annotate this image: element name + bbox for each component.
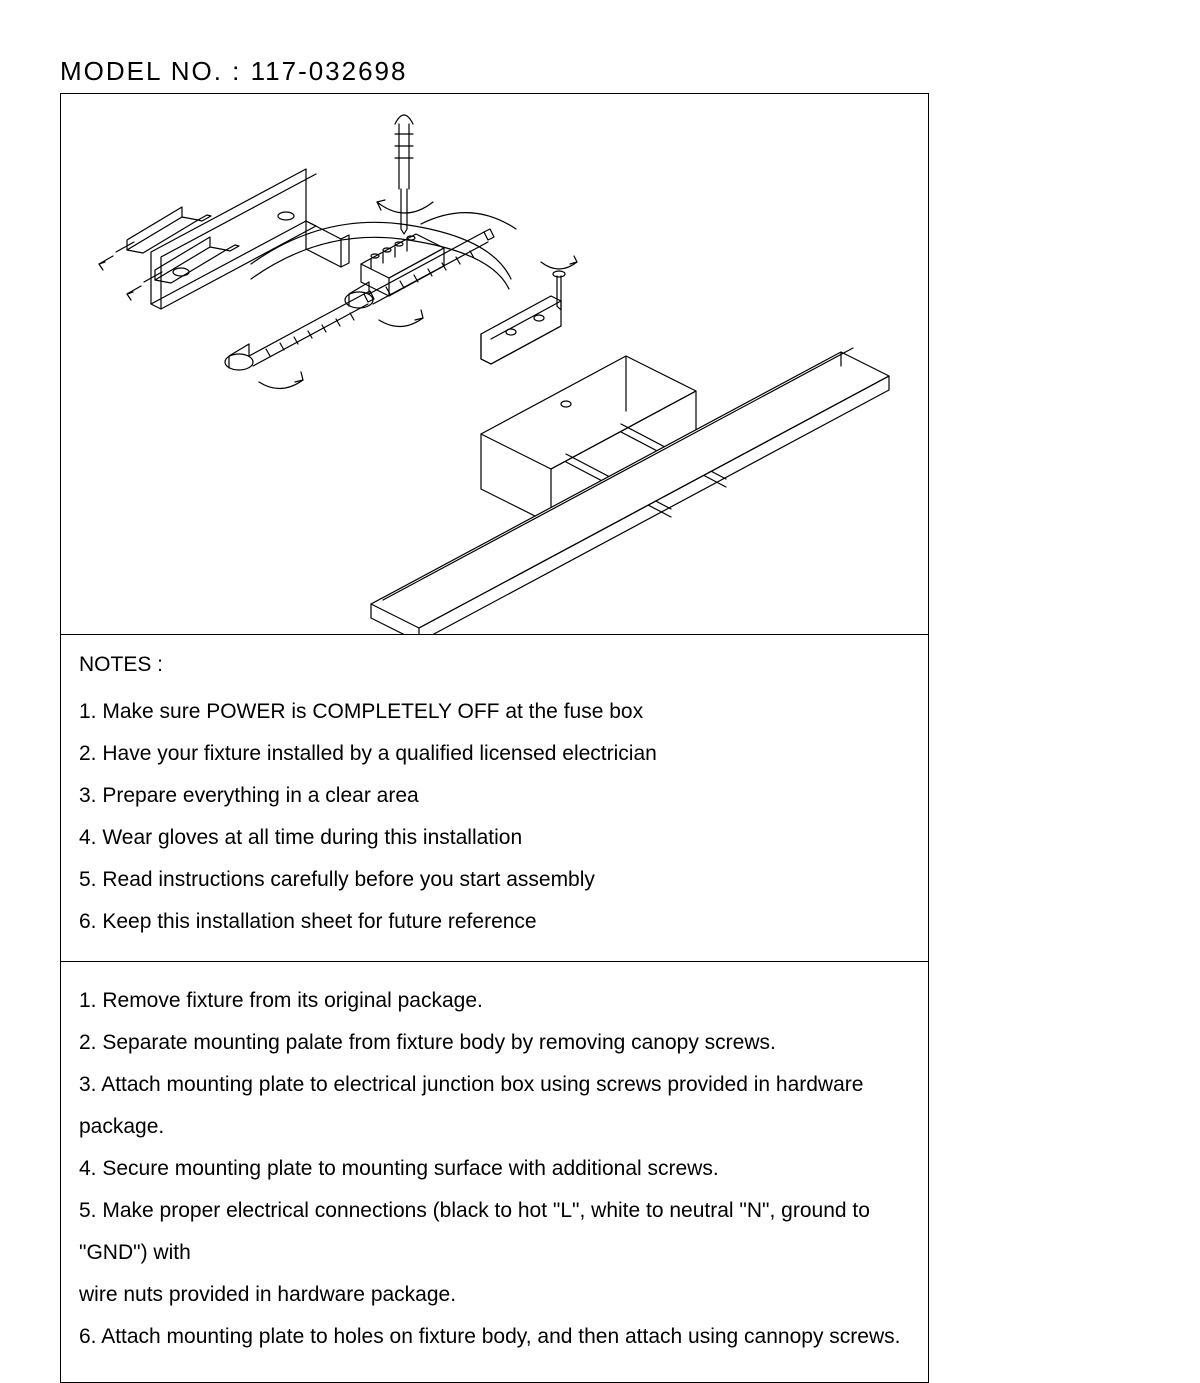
notes-heading: NOTES : <box>79 653 910 677</box>
diagram-svg <box>61 94 928 634</box>
step-item: 4. Secure mounting plate to mounting sur… <box>79 1148 910 1190</box>
steps-section: 1. Remove fixture from its original pack… <box>61 962 928 1382</box>
content-box: NOTES : 1. Make sure POWER is COMPLETELY… <box>60 93 929 1383</box>
step-item: wire nuts provided in hardware package. <box>79 1274 910 1316</box>
note-item: 2. Have your fixture installed by a qual… <box>79 733 910 775</box>
step-item: 1. Remove fixture from its original pack… <box>79 980 910 1022</box>
note-item: 5. Read instructions carefully before yo… <box>79 859 910 901</box>
step-item: 2. Separate mounting palate from fixture… <box>79 1022 910 1064</box>
step-item: 6. Attach mounting plate to holes on fix… <box>79 1316 910 1358</box>
note-item: 4. Wear gloves at all time during this i… <box>79 817 910 859</box>
model-number: MODEL NO. : 117-032698 <box>60 56 1140 87</box>
assembly-diagram <box>61 94 928 635</box>
note-item: 6. Keep this installation sheet for futu… <box>79 901 910 943</box>
step-item: 3. Attach mounting plate to electrical j… <box>79 1064 910 1148</box>
note-item: 1. Make sure POWER is COMPLETELY OFF at … <box>79 691 910 733</box>
notes-section: NOTES : 1. Make sure POWER is COMPLETELY… <box>61 635 928 962</box>
step-item: 5. Make proper electrical connections (b… <box>79 1190 910 1274</box>
note-item: 3. Prepare everything in a clear area <box>79 775 910 817</box>
